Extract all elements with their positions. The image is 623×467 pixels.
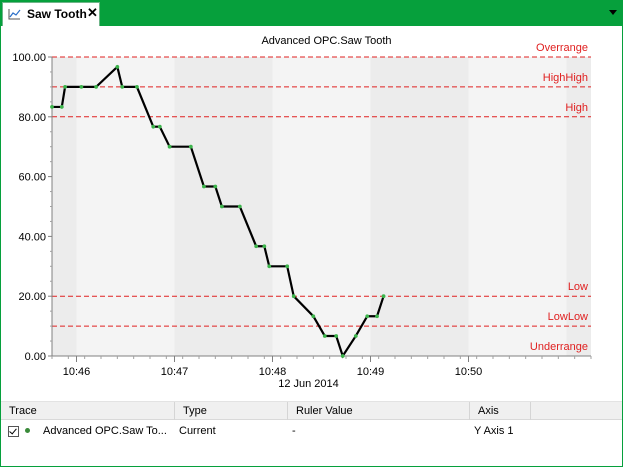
data-point [115, 64, 120, 69]
limit-label-highhigh: HighHigh [543, 72, 588, 84]
data-point [262, 244, 267, 249]
grid-header: Trace Type Ruler Value Axis [1, 401, 622, 420]
data-point [340, 354, 345, 358]
data-point [151, 124, 156, 129]
trace-visible-checkbox[interactable] [8, 426, 19, 437]
data-point [311, 314, 316, 319]
x-tick-label: 10:49 [357, 366, 385, 378]
y-tick-label: 0.00 [25, 351, 46, 363]
limit-label-overrange: Overrange [536, 42, 588, 54]
trace-type: Current [179, 425, 216, 437]
chart-title: Advanced OPC.Saw Tooth [261, 35, 391, 47]
close-icon[interactable]: ✕ [87, 5, 98, 20]
dropdown-arrow-icon[interactable] [609, 10, 617, 15]
table-row[interactable]: Advanced OPC.Saw To... Current - Y Axis … [1, 423, 622, 439]
trend-chart[interactable]: Advanced OPC.Saw ToothOverrangeHighHighH… [1, 26, 622, 399]
data-point [59, 105, 64, 109]
data-point [94, 85, 98, 89]
trace-ruler-value: - [292, 425, 296, 437]
data-point [267, 264, 272, 269]
column-header-type[interactable]: Type [175, 402, 288, 420]
tab-bar: Saw Tooth ✕ [0, 0, 623, 26]
x-tick-label: 10:48 [259, 366, 287, 378]
y-tick-label: 100.00 [12, 52, 46, 64]
line-chart-icon [8, 8, 21, 20]
data-point [322, 334, 327, 338]
data-point [63, 85, 67, 89]
data-point [353, 334, 358, 338]
limit-label-underrange: Underrange [530, 341, 588, 353]
x-tick-label: 10:46 [63, 366, 91, 378]
time-band [468, 57, 567, 356]
data-point [79, 85, 84, 89]
data-point [334, 334, 339, 338]
y-tick-label: 20.00 [18, 291, 46, 303]
data-point [135, 85, 139, 89]
data-point [381, 294, 386, 299]
data-point [219, 204, 224, 209]
x-tick-label: 10:50 [455, 366, 483, 378]
data-point [254, 244, 259, 249]
limit-label-lowlow: LowLow [548, 311, 588, 323]
limit-label-low: Low [568, 281, 588, 293]
time-band [272, 57, 371, 356]
y-tick-label: 80.00 [18, 112, 46, 124]
x-date-label: 12 Jun 2014 [278, 378, 339, 390]
tab-saw-tooth[interactable]: Saw Tooth ✕ [2, 2, 100, 26]
data-point [365, 314, 370, 319]
data-point [202, 184, 206, 189]
trace-grid: Trace Type Ruler Value Axis Advanced OPC… [1, 399, 622, 466]
column-header-ruler-value[interactable]: Ruler Value [288, 402, 470, 420]
trace-name: Advanced OPC.Saw To... [43, 425, 167, 437]
trace-color-swatch [25, 428, 30, 433]
data-point [213, 184, 218, 189]
data-point [375, 314, 379, 319]
data-point [188, 144, 193, 149]
y-tick-label: 60.00 [18, 172, 46, 184]
data-point [120, 85, 125, 89]
trace-axis: Y Axis 1 [474, 425, 514, 437]
tab-title: Saw Tooth [27, 7, 87, 21]
data-point [291, 294, 296, 299]
y-tick-label: 40.00 [18, 231, 46, 243]
column-header-axis[interactable]: Axis [470, 402, 531, 420]
data-point [237, 204, 242, 209]
column-header-trace[interactable]: Trace [1, 402, 175, 420]
time-band [76, 57, 175, 356]
data-point [167, 144, 172, 149]
limit-label-high: High [565, 102, 588, 114]
data-point [285, 264, 290, 269]
data-point [157, 124, 162, 129]
data-point [50, 105, 54, 109]
x-tick-label: 10:47 [161, 366, 189, 378]
